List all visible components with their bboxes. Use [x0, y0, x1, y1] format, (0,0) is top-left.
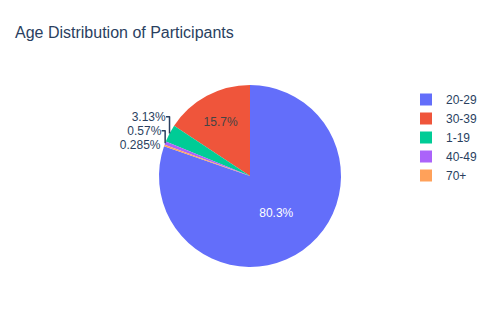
svg-text:1-19: 1-19	[446, 131, 470, 145]
svg-text:0.285%: 0.285%	[120, 138, 161, 152]
svg-text:70+: 70+	[446, 169, 466, 183]
svg-text:30-39: 30-39	[446, 112, 477, 126]
svg-text:Age Distribution of Participan: Age Distribution of Participants	[15, 24, 234, 41]
svg-text:20-29: 20-29	[446, 93, 477, 107]
svg-text:80.3%: 80.3%	[259, 206, 293, 220]
svg-text:3.13%: 3.13%	[132, 110, 166, 124]
svg-text:40-49: 40-49	[446, 150, 477, 164]
svg-text:0.57%: 0.57%	[127, 124, 161, 138]
svg-text:15.7%: 15.7%	[204, 115, 238, 129]
